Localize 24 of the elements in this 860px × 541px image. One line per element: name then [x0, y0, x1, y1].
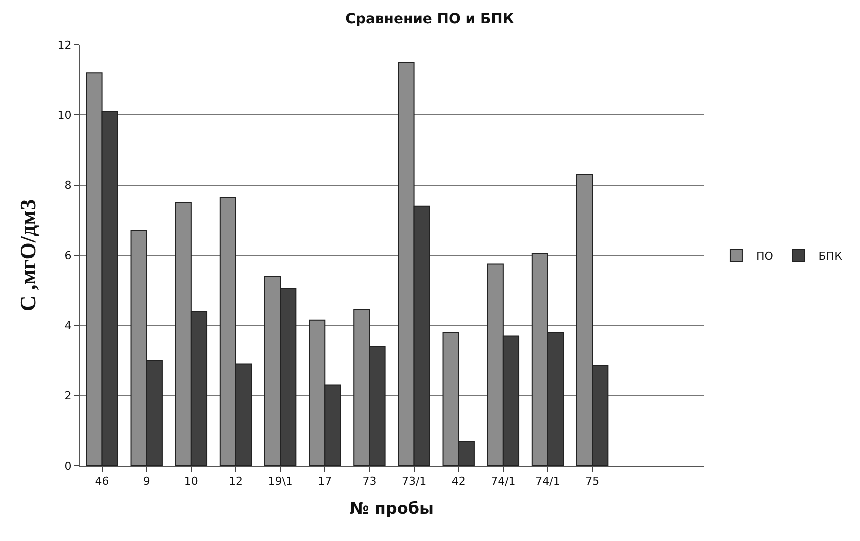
y-tick-label: 12 — [58, 38, 72, 52]
legend-label: ПО — [756, 250, 774, 263]
x-tick-label: 73 — [362, 475, 377, 488]
x-tick-label: 12 — [229, 475, 243, 488]
x-tick-label: 74/1 — [491, 475, 516, 488]
y-tick-label: 6 — [64, 249, 72, 262]
x-tick-label: 74/1 — [536, 475, 560, 488]
y-tick-label: 8 — [64, 179, 72, 192]
y-tick-label: 4 — [64, 320, 72, 333]
legend-label: БПК — [818, 250, 843, 263]
y-tick-label: 10 — [58, 109, 72, 122]
x-tick-label: 17 — [318, 475, 332, 488]
y-tick-label: 2 — [64, 390, 72, 403]
x-tick-label: 75 — [586, 475, 600, 488]
x-tick-label: 10 — [184, 475, 198, 488]
x-tick-label: 19\1 — [268, 475, 293, 488]
chart-title: Сравнение ПО и БПК — [346, 11, 515, 28]
x-tick-label: 73/1 — [402, 475, 427, 488]
y-axis-title: С ,мгО/дм3 — [16, 199, 41, 312]
x-tick-label: 42 — [452, 475, 466, 488]
y-tick-label: 0 — [64, 460, 72, 473]
x-tick-label: 46 — [95, 475, 110, 488]
x-tick-label: 9 — [143, 475, 150, 488]
x-axis-title: № пробы — [350, 498, 434, 518]
